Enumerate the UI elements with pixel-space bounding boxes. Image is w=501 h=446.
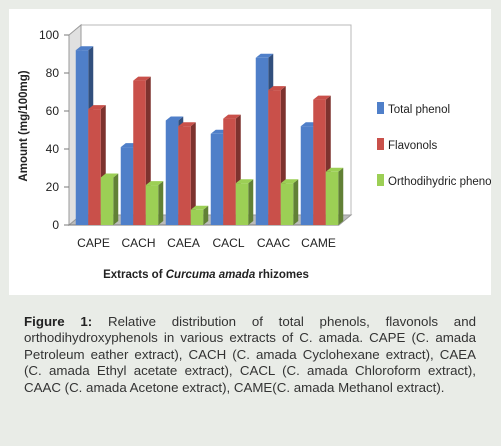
bar-caac-orthodihydric-phenol <box>280 179 299 225</box>
bar-cach-orthodihydric-phenol <box>145 181 164 225</box>
x-tick-label: CACL <box>212 236 244 250</box>
bar-front <box>100 177 114 225</box>
caption-label: Figure 1: <box>24 314 93 329</box>
bar-front <box>223 118 236 225</box>
bar-caea-flavonols <box>178 122 196 225</box>
bar-front <box>75 50 89 226</box>
bar-cacl-orthodihydric-phenol <box>235 179 254 225</box>
bar-front <box>280 183 294 225</box>
y-tick-label: 40 <box>46 142 60 156</box>
bar-top <box>190 205 209 210</box>
x-axis-label-suffix: rhizomes <box>255 269 309 281</box>
bar-front <box>313 99 326 225</box>
legend-entry: Flavonols <box>388 140 437 152</box>
chart-panel: 0 20 40 60 80 100 Amount (mg/100mg) CAPE CACH CAE… <box>9 9 491 295</box>
bar-top <box>88 105 106 110</box>
x-axis-label-species: Curcuma amada <box>166 269 256 281</box>
bar-top <box>100 173 119 178</box>
y-tick-label: 20 <box>46 180 60 194</box>
bar-top <box>280 179 299 184</box>
x-tick-label: CACH <box>121 236 155 250</box>
bar-top <box>145 181 164 186</box>
bar-caea-orthodihydric-phenol <box>190 205 209 225</box>
x-tick-label: CAEA <box>167 236 200 250</box>
bar-top <box>75 46 94 51</box>
x-axis-label-prefix: Extracts of <box>103 269 166 281</box>
x-tick-label: CAAC <box>257 236 291 250</box>
bar-cape-orthodihydric-phenol <box>100 173 119 225</box>
bar-side <box>248 179 254 225</box>
bar-front <box>300 126 314 225</box>
bar-side <box>293 179 299 225</box>
bar-top <box>133 76 151 81</box>
x-tick-label: CAPE <box>77 236 110 250</box>
bar-front <box>145 185 159 225</box>
bar-front <box>235 183 249 225</box>
bar-front <box>120 147 134 225</box>
y-tick-label: 80 <box>46 66 60 80</box>
legend-swatch <box>377 138 384 150</box>
legend-swatch <box>377 174 384 186</box>
figure-caption: Figure 1: Relative distribution of total… <box>24 314 476 396</box>
y-tick-label: 0 <box>52 218 59 232</box>
bar-side <box>203 205 209 225</box>
bar-side <box>158 181 164 225</box>
bar-front <box>178 126 191 225</box>
bar-top <box>325 167 344 172</box>
y-tick-label: 100 <box>39 28 59 42</box>
bar-front <box>255 57 269 225</box>
y-axis-label: Amount (mg/100mg) <box>18 70 30 181</box>
caption-text: Relative distribution of total phenols, … <box>24 314 476 395</box>
bar-front <box>210 133 224 225</box>
bar-top <box>165 116 184 121</box>
bar-side <box>338 167 344 225</box>
bar-front <box>268 90 281 225</box>
bar-top <box>268 86 286 91</box>
legend-entry: Total phenol <box>388 104 450 116</box>
bar-chart: 0 20 40 60 80 100 Amount (mg/100mg) CAPE CACH CAE… <box>18 23 491 281</box>
bar-came-orthodihydric-phenol <box>325 167 344 225</box>
bar-top <box>178 122 196 127</box>
legend-entry: Orthodihydric phenol <box>388 176 491 188</box>
bar-front <box>325 171 339 225</box>
bar-front <box>88 109 101 225</box>
bar-top <box>223 114 241 119</box>
bar-front <box>190 209 204 225</box>
bar-side <box>190 122 196 225</box>
bar-top <box>235 179 254 184</box>
bar-front <box>165 120 179 225</box>
bar-side <box>113 173 119 225</box>
bar-top <box>255 53 274 58</box>
x-axis-label: Extracts of Curcuma amada rhizomes <box>103 269 309 281</box>
y-tick-label: 60 <box>46 104 60 118</box>
legend-swatch <box>377 102 384 114</box>
x-tick-label: CAME <box>301 236 336 250</box>
bar-front <box>133 80 146 225</box>
bar-top <box>313 95 331 100</box>
